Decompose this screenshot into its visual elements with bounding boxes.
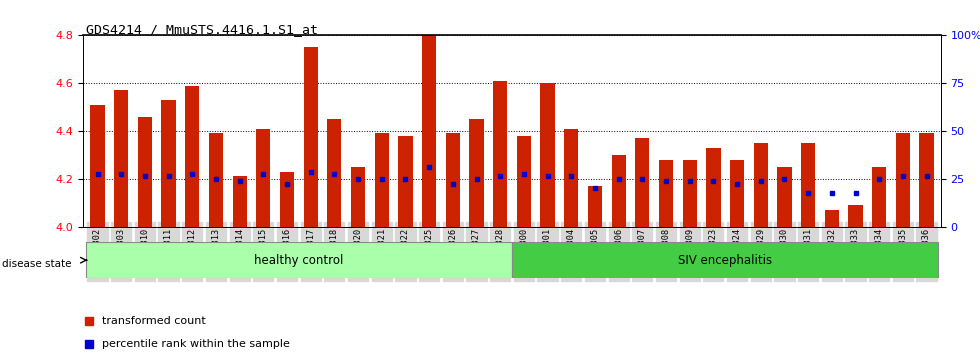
Bar: [896, 133, 910, 227]
Bar: [754, 143, 768, 227]
FancyBboxPatch shape: [512, 242, 939, 278]
Bar: [564, 129, 578, 227]
Bar: [398, 136, 413, 227]
Text: transformed count: transformed count: [102, 316, 206, 326]
Bar: [777, 167, 792, 227]
Bar: [185, 86, 199, 227]
Bar: [683, 160, 697, 227]
Bar: [232, 176, 247, 227]
Bar: [707, 148, 720, 227]
Bar: [280, 172, 294, 227]
Bar: [588, 186, 602, 227]
Bar: [138, 117, 152, 227]
Bar: [374, 133, 389, 227]
Text: GDS4214 / MmuSTS.4416.1.S1_at: GDS4214 / MmuSTS.4416.1.S1_at: [86, 23, 318, 36]
Bar: [635, 138, 650, 227]
Bar: [304, 47, 318, 227]
Bar: [446, 133, 460, 227]
Bar: [469, 119, 483, 227]
Bar: [849, 205, 862, 227]
Bar: [659, 160, 673, 227]
Text: percentile rank within the sample: percentile rank within the sample: [102, 339, 290, 349]
Bar: [351, 167, 366, 227]
Bar: [730, 160, 744, 227]
Bar: [872, 167, 886, 227]
Text: SIV encephalitis: SIV encephalitis: [678, 254, 772, 267]
Bar: [919, 133, 934, 227]
Bar: [90, 105, 105, 227]
Text: healthy control: healthy control: [254, 254, 344, 267]
FancyBboxPatch shape: [85, 242, 512, 278]
Bar: [516, 136, 531, 227]
Bar: [541, 83, 555, 227]
Bar: [825, 210, 839, 227]
Bar: [801, 143, 815, 227]
Text: disease state: disease state: [2, 259, 72, 269]
Bar: [327, 119, 341, 227]
Bar: [256, 129, 270, 227]
Bar: [209, 133, 223, 227]
Bar: [493, 81, 508, 227]
Bar: [162, 100, 175, 227]
Bar: [114, 90, 128, 227]
Bar: [612, 155, 626, 227]
Bar: [422, 35, 436, 227]
